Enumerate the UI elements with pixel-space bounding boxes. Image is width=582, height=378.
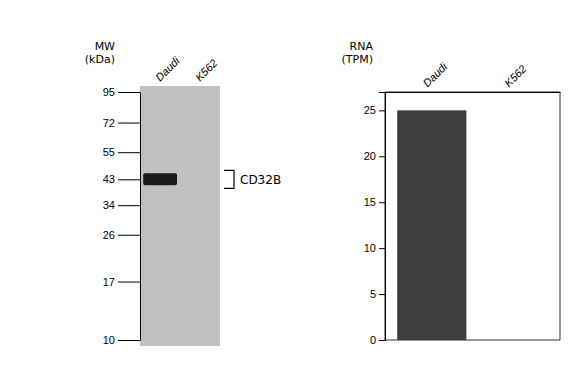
y-tick-line (118, 340, 140, 341)
y-tick-label: 25 (364, 104, 376, 116)
y-tick-line (118, 123, 140, 124)
x-axis-line (386, 92, 561, 93)
x-tick-label: K562 (502, 63, 529, 90)
x-tick: Daudi (420, 60, 449, 89)
y-tick-label: 5 (370, 288, 376, 300)
y-tick: 15 (364, 196, 385, 208)
gel (140, 86, 220, 346)
x-tick-label: Daudi (420, 60, 449, 89)
axis-title-line: (kDa) (85, 53, 115, 66)
axis-title-line: MW (95, 40, 115, 53)
y-tick: 34 (103, 199, 140, 211)
y-tick-line (379, 202, 385, 203)
y-tick-line (118, 205, 140, 206)
y-tick: 95 (103, 86, 140, 98)
x-tick: Daudi (153, 54, 182, 83)
y-tick-label: 26 (103, 229, 115, 241)
axis-title: RNA(TPM) (342, 40, 374, 66)
y-tick: 72 (103, 117, 140, 129)
y-tick-label: 34 (103, 199, 115, 211)
y-tick-label: 10 (364, 242, 376, 254)
y-tick-line (379, 340, 385, 341)
plot-frame (385, 92, 560, 340)
y-tick-line (379, 110, 385, 111)
y-tick-line (118, 235, 140, 236)
y-axis: 0 5 10 15 20 25 (364, 93, 386, 347)
x-axis: Daudi K562 (386, 60, 561, 93)
figure: 95 72 55 43 34 26 17 10 MW(kDa) CD32B Daudi K562 0 5 1… (0, 0, 582, 378)
bands (143, 173, 177, 185)
y-tick-line (118, 152, 140, 153)
y-tick: 17 (103, 276, 140, 288)
y-tick-label: 0 (370, 334, 376, 346)
bar-panel: 0 5 10 15 20 25 RNA(TPM) Daudi K562 (342, 40, 561, 346)
annotation: CD32B (240, 173, 281, 187)
y-tick-label: 72 (103, 117, 115, 129)
y-tick: 43 (103, 173, 140, 185)
y-tick-label: 43 (103, 173, 115, 185)
blot-panel: 95 72 55 43 34 26 17 10 MW(kDa) CD32B Daudi K562 (85, 40, 281, 346)
y-tick-label: 15 (364, 196, 376, 208)
y-axis-line (140, 93, 141, 341)
y-tick: 26 (103, 229, 140, 241)
y-tick: 55 (103, 146, 140, 158)
y-tick: 20 (364, 150, 385, 162)
y-tick-line (118, 92, 140, 93)
axis-title-line: (TPM) (342, 53, 373, 66)
y-tick-label: 10 (103, 334, 115, 346)
y-tick: 5 (370, 288, 385, 300)
y-tick: 0 (370, 334, 385, 346)
x-tick-label: K562 (193, 57, 220, 84)
y-tick-label: 17 (103, 276, 115, 288)
axis-title: MW(kDa) (85, 40, 115, 66)
y-tick-line (379, 156, 385, 157)
y-axis: 95 72 55 43 34 26 17 10 (103, 86, 141, 346)
y-tick: 25 (364, 104, 385, 116)
y-tick-line (379, 294, 385, 295)
y-tick-line (118, 282, 140, 283)
y-tick: 10 (364, 242, 385, 254)
y-tick-label: 55 (103, 146, 115, 158)
x-tick-label: Daudi (153, 54, 182, 83)
x-tick: K562 (193, 57, 220, 84)
axis-title-line: RNA (350, 40, 374, 53)
y-tick: 10 (103, 334, 140, 346)
y-tick-line (379, 248, 385, 249)
bar (479, 340, 548, 341)
bar (397, 110, 466, 340)
y-tick-label: 95 (103, 86, 115, 98)
y-tick-label: 20 (364, 150, 376, 162)
x-axis: Daudi K562 (153, 54, 219, 83)
y-axis-line (379, 93, 386, 341)
y-tick-line (118, 179, 140, 180)
bars (397, 110, 466, 340)
x-tick: K562 (502, 63, 529, 90)
bracket (224, 170, 234, 188)
band (143, 173, 177, 185)
